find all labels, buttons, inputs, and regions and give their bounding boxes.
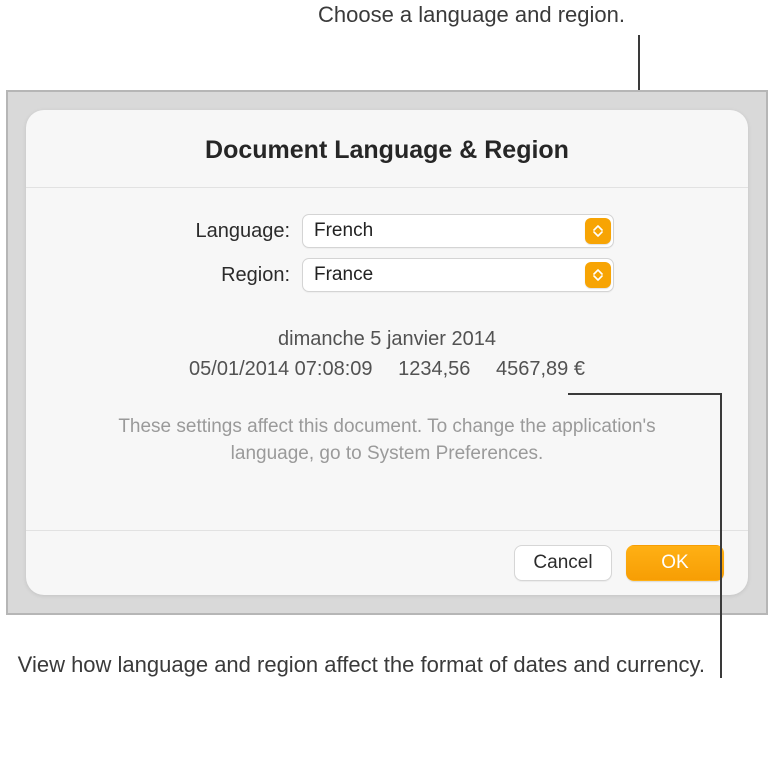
- cancel-button[interactable]: Cancel: [514, 545, 612, 581]
- dialog: Document Language & Region Language: Fre…: [26, 110, 748, 595]
- hint-text: These settings affect this document. To …: [107, 414, 667, 467]
- preview-samples: 05/01/2014 07:08:09 1234,56 4567,89 €: [179, 354, 595, 384]
- language-popup[interactable]: French: [302, 214, 614, 248]
- dialog-footer: Cancel OK: [26, 530, 748, 595]
- region-value: France: [314, 264, 585, 286]
- updown-arrows-icon: [585, 218, 611, 244]
- callout-line: [568, 393, 722, 395]
- region-popup[interactable]: France: [302, 258, 614, 292]
- callout-top: Choose a language and region.: [0, 0, 625, 30]
- dialog-header: Document Language & Region: [26, 110, 748, 188]
- callout-line: [720, 393, 722, 678]
- preview-long-date: dimanche 5 janvier 2014: [179, 324, 595, 354]
- ok-button[interactable]: OK: [626, 545, 724, 581]
- region-label: Region:: [160, 264, 290, 287]
- language-label: Language:: [160, 220, 290, 243]
- callout-bottom: View how language and region affect the …: [0, 650, 705, 680]
- preview-number: 1234,56: [398, 358, 470, 380]
- language-row: Language: French: [106, 214, 668, 248]
- dialog-body: Language: French Region: France: [26, 188, 748, 530]
- dialog-title: Document Language & Region: [26, 136, 748, 165]
- screenshot-frame: Document Language & Region Language: Fre…: [6, 90, 768, 615]
- format-preview: dimanche 5 janvier 2014 05/01/2014 07:08…: [179, 324, 595, 384]
- region-row: Region: France: [106, 258, 668, 292]
- preview-datetime: 05/01/2014 07:08:09: [189, 358, 373, 380]
- updown-arrows-icon: [585, 262, 611, 288]
- language-value: French: [314, 220, 585, 242]
- preview-currency: 4567,89 €: [496, 358, 585, 380]
